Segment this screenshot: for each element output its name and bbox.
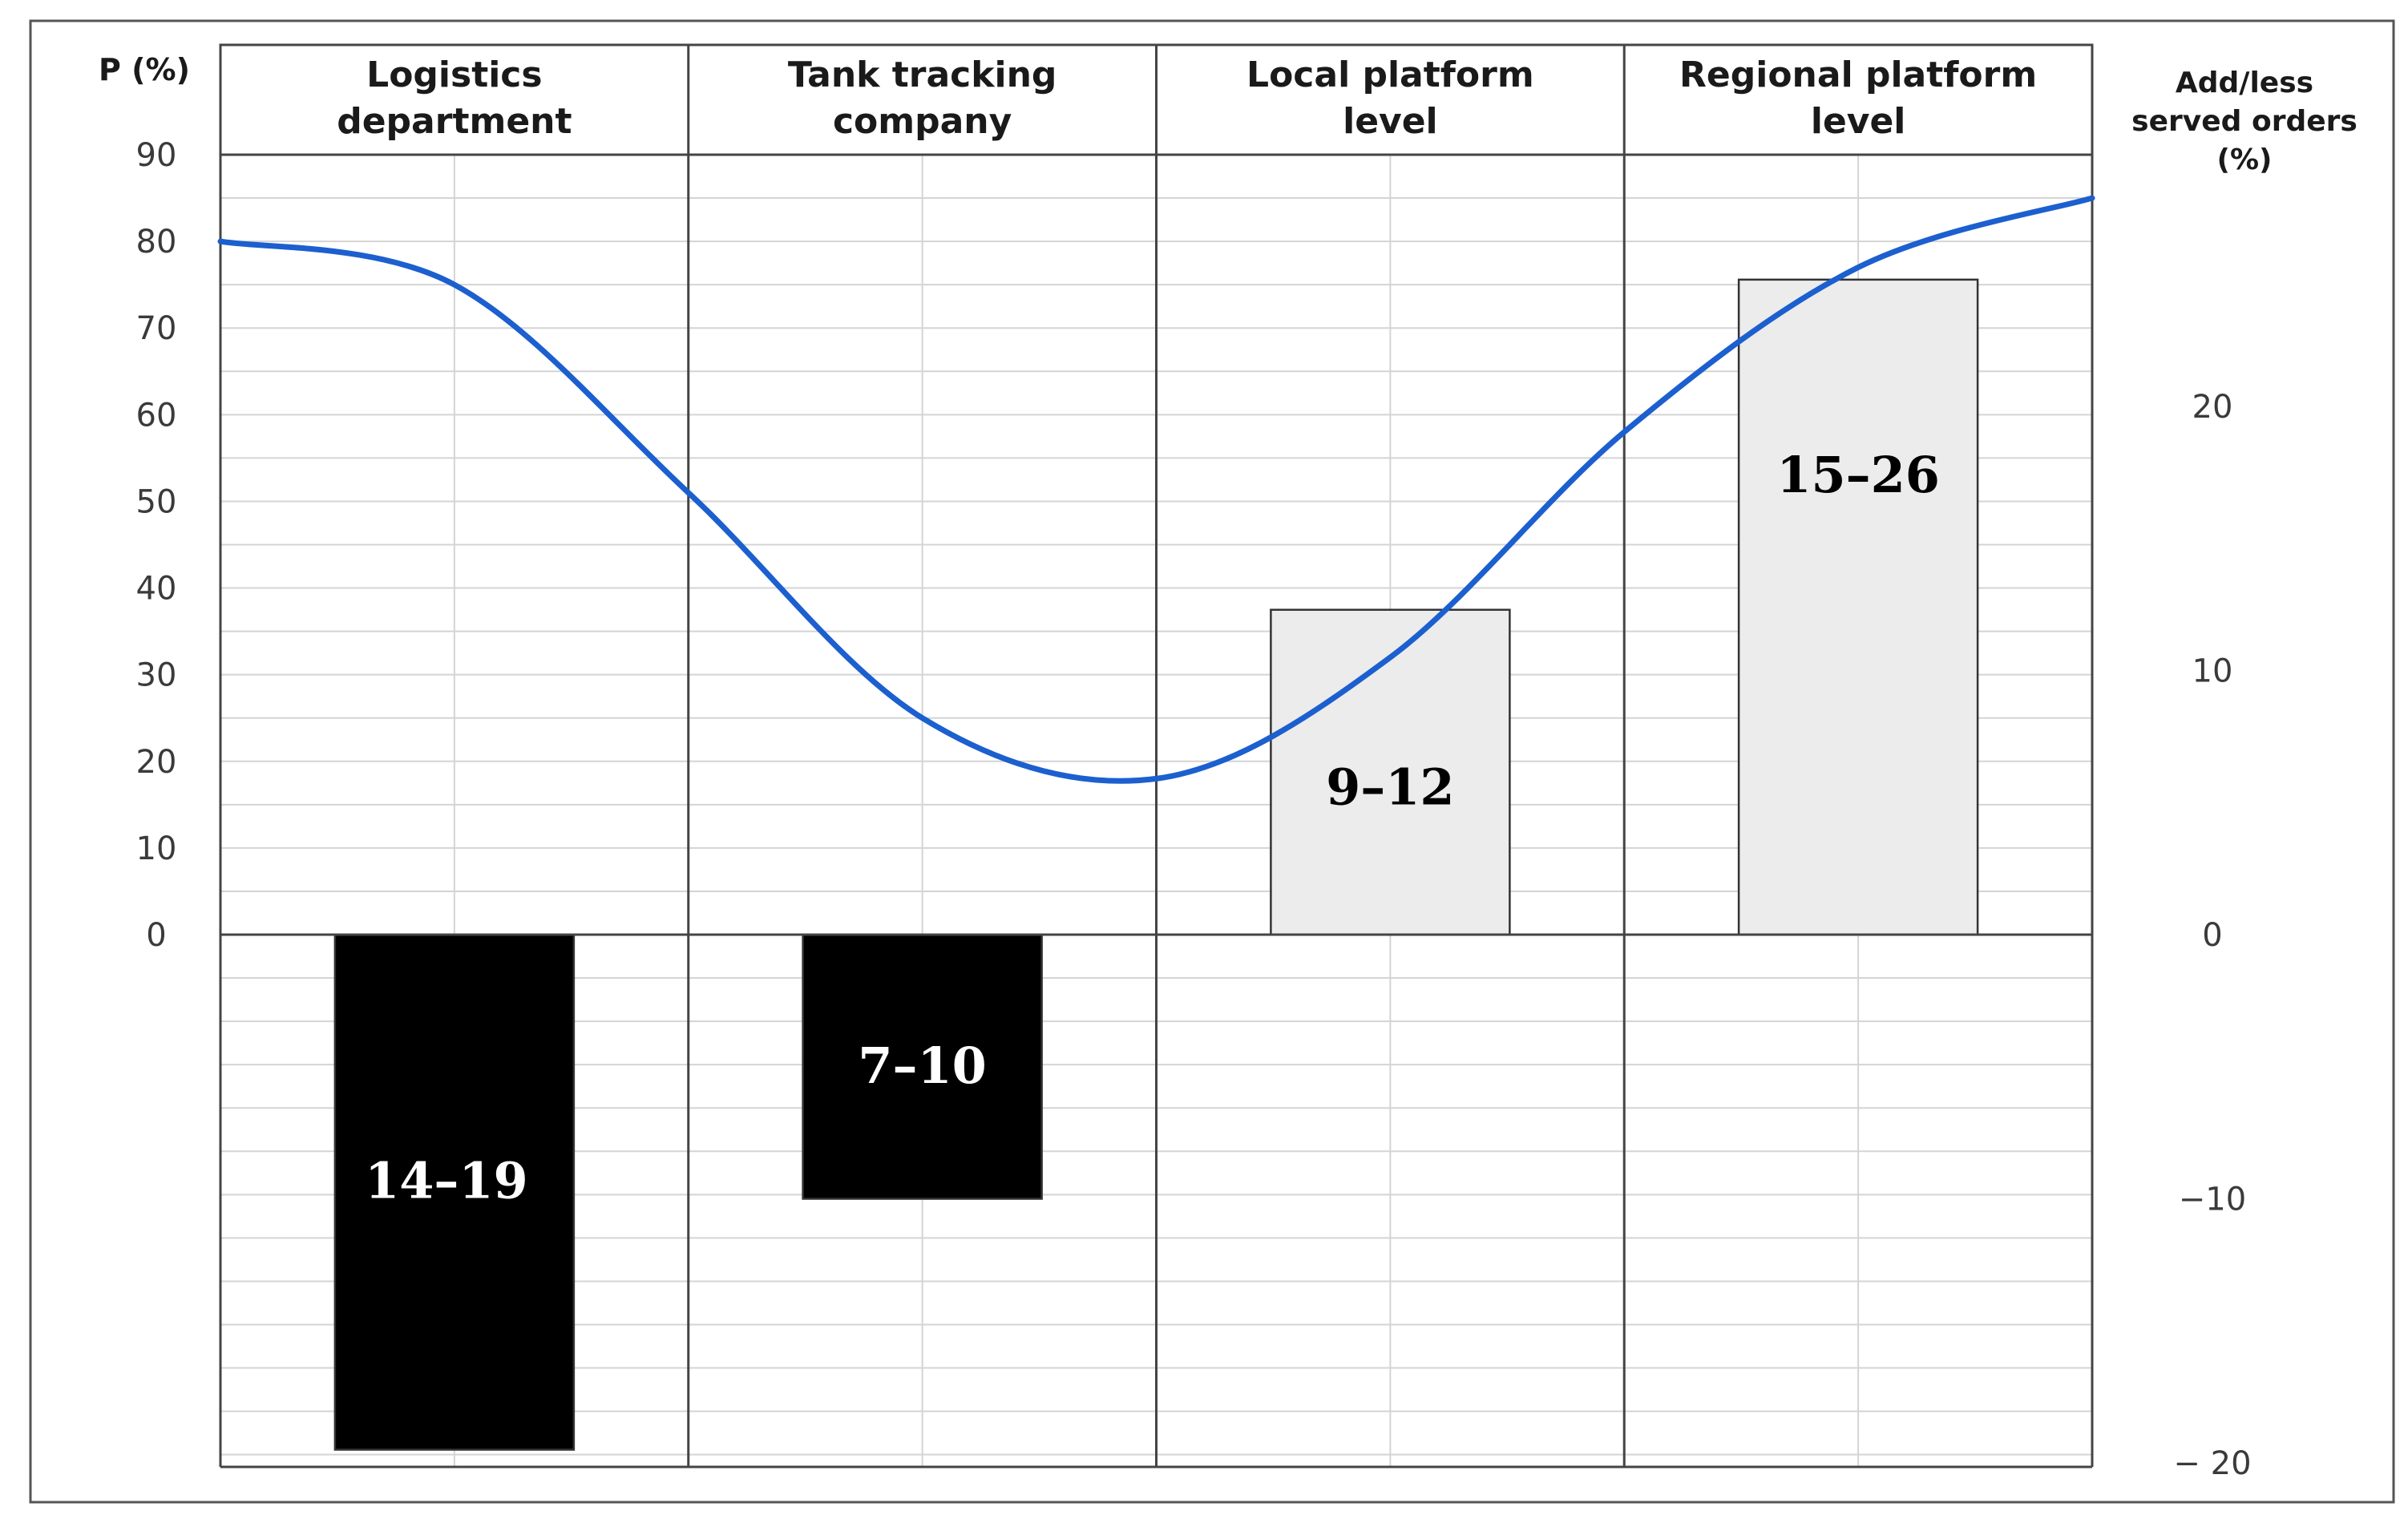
left-tick-label: 40	[136, 571, 177, 608]
category-label-line: Logistics	[366, 55, 542, 95]
left-tick-label: 70	[136, 310, 177, 347]
line-series	[217, 195, 2095, 784]
left-tick-label: 10	[136, 830, 177, 867]
right-tick-label: 0	[2202, 917, 2222, 954]
bar-0	[333, 933, 576, 1451]
right-axis-title-line: Add/less	[2176, 67, 2313, 99]
category-label-line: Tank tracking	[788, 55, 1057, 95]
bar-data-label: 9–12	[1326, 758, 1454, 817]
left-tick-label: 50	[136, 483, 177, 520]
left-tick-label: 30	[136, 657, 177, 694]
bar-2	[1270, 608, 1511, 936]
bar-data-label: 7–10	[858, 1036, 986, 1095]
right-tick-label: 20	[2192, 389, 2233, 426]
right-axis-title-line: (%)	[2217, 143, 2273, 176]
bar-data-label: 14–19	[365, 1151, 528, 1210]
bar-data-label: 15–26	[1776, 446, 1940, 504]
left-tick-label: 20	[136, 744, 177, 781]
category-label-line: level	[1343, 101, 1438, 142]
left-tick-label: 60	[136, 397, 177, 434]
right-axis-title-line: served orders	[2131, 105, 2357, 138]
category-label-line: company	[833, 101, 1012, 142]
bars	[333, 278, 1979, 1451]
category-label-line: Regional platform	[1679, 55, 2037, 95]
category-label-line: level	[1811, 101, 1906, 142]
category-label-line: department	[337, 101, 572, 142]
category-label-line: Local platform	[1246, 55, 1534, 95]
labels: P (%) 0 10 20 30 40 50 60 70 80 90 Add/less served o…	[99, 52, 2357, 1482]
left-tick-label: 80	[136, 224, 177, 261]
left-tick-label: 0	[146, 917, 166, 954]
bar-1	[802, 933, 1043, 1200]
bar-3	[1737, 278, 1979, 936]
right-tick-label: 10	[2192, 653, 2233, 690]
left-axis-title: P (%)	[99, 52, 190, 87]
right-tick-label: − 20	[2173, 1445, 2251, 1482]
left-tick-label: 90	[136, 137, 177, 174]
line-series-path	[217, 195, 2095, 784]
right-tick-label: −10	[2179, 1182, 2246, 1218]
plot-frame	[219, 43, 2094, 1469]
